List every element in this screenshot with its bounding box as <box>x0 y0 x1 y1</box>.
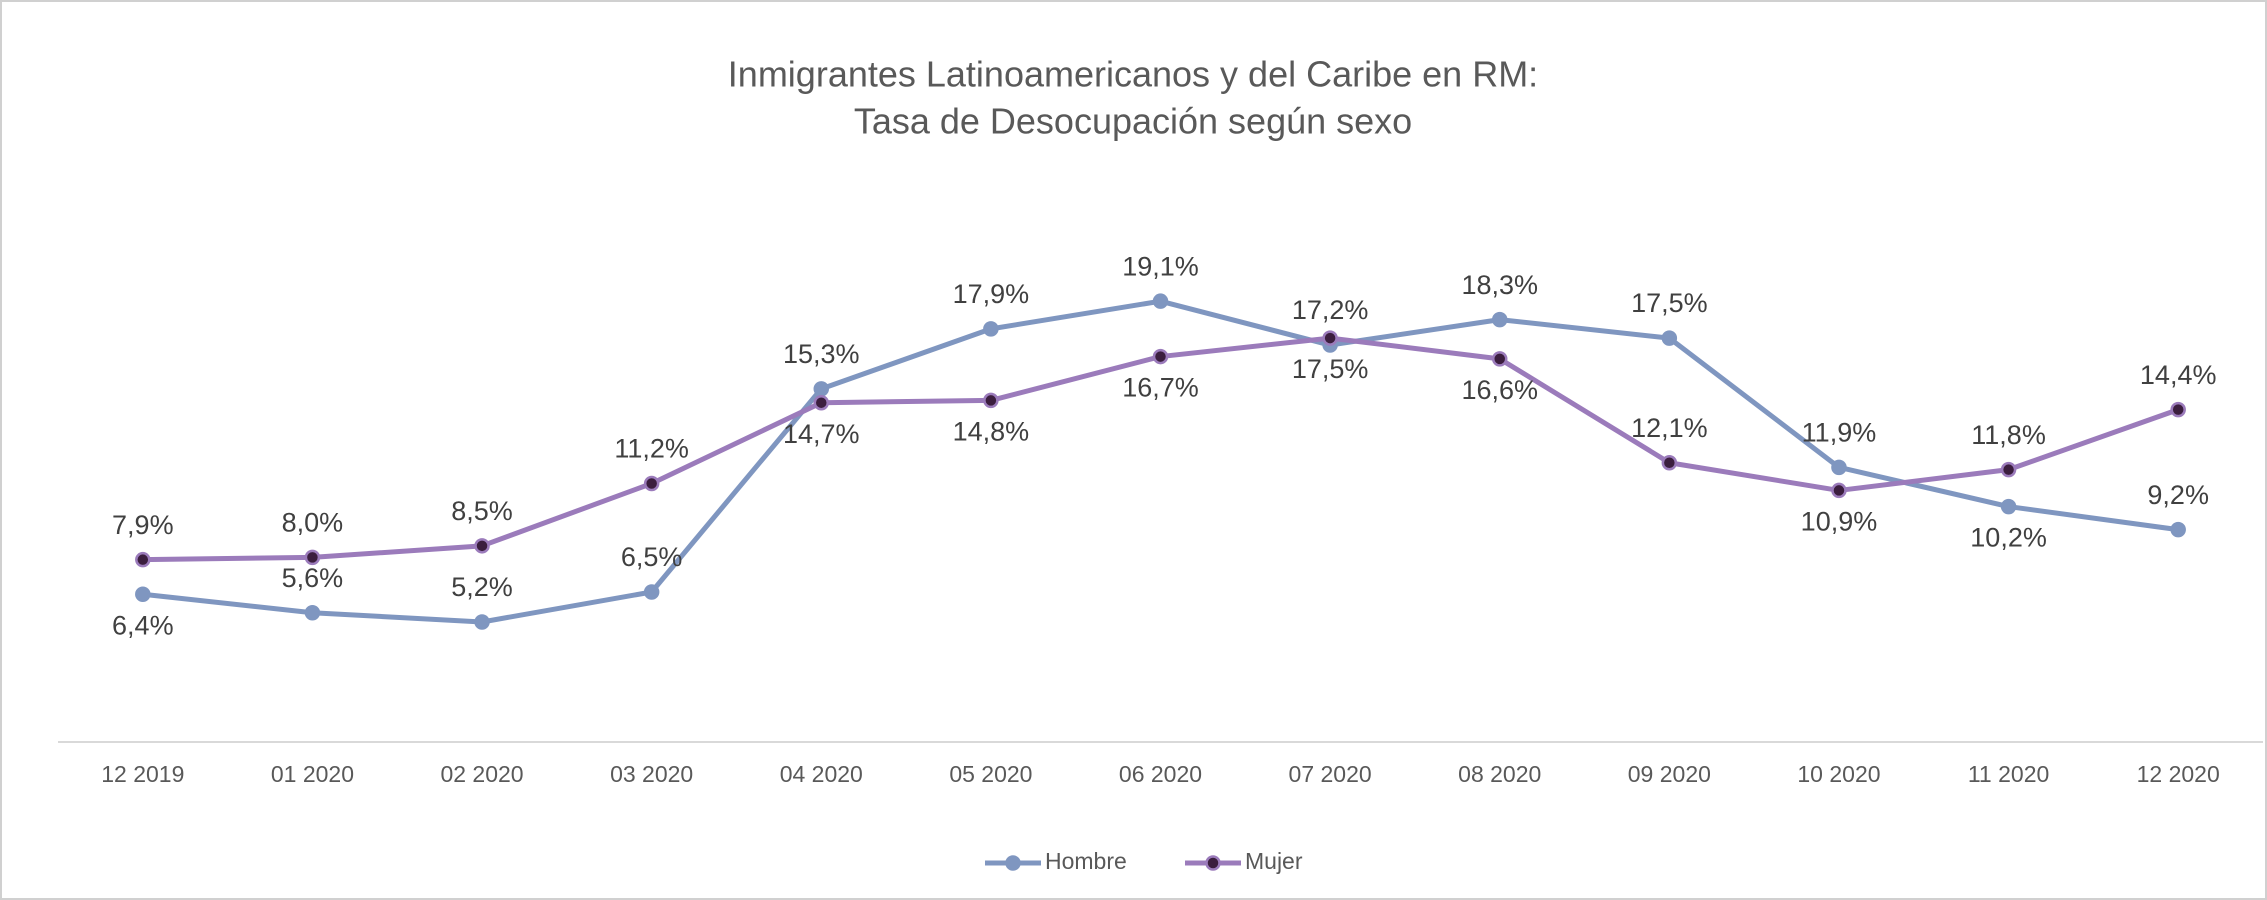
data-label: 10,9% <box>1801 507 1878 537</box>
x-tick-label: 02 2020 <box>440 761 523 787</box>
point <box>983 392 999 409</box>
data-label: 7,9% <box>112 510 174 540</box>
data-label: 5,6% <box>282 563 344 593</box>
point <box>1661 454 1678 471</box>
point <box>643 584 660 600</box>
data-label: 16,7% <box>1122 373 1199 403</box>
point <box>2170 401 2186 418</box>
data-label: 5,2% <box>451 572 513 602</box>
chart-title: Inmigrantes Latinoamericanos y del Carib… <box>728 54 1538 95</box>
point <box>983 321 999 337</box>
point <box>1322 330 1338 346</box>
x-tick-label: 05 2020 <box>949 761 1032 787</box>
data-label: 11,8% <box>1971 420 2046 450</box>
x-tick-label: 06 2020 <box>1119 761 1202 787</box>
data-label: 6,5% <box>621 542 683 572</box>
data-label: 17,5% <box>1292 354 1369 384</box>
legend-marker <box>1005 855 1021 871</box>
x-tick-label: 12 2020 <box>2137 761 2220 787</box>
point <box>813 394 830 411</box>
x-tick-label: 07 2020 <box>1289 761 1372 787</box>
x-tick-label: 09 2020 <box>1628 761 1711 787</box>
legend-label: Hombre <box>1045 848 1127 874</box>
legend-label: Mujer <box>1245 848 1303 874</box>
data-label: 18,3% <box>1461 270 1538 300</box>
data-label: 19,1% <box>1122 251 1199 281</box>
point <box>135 551 151 568</box>
x-tick-label: 12 2019 <box>101 761 184 787</box>
point <box>304 549 321 566</box>
point <box>813 381 830 397</box>
point <box>2000 461 2017 478</box>
point <box>1661 330 1678 346</box>
x-tick-label: 10 2020 <box>1797 761 1880 787</box>
data-label: 14,7% <box>783 419 860 449</box>
point <box>2000 498 2017 515</box>
point <box>135 586 151 603</box>
point <box>304 605 321 621</box>
data-label: 8,5% <box>451 496 513 526</box>
data-label: 14,8% <box>953 417 1030 447</box>
data-label: 15,3% <box>783 339 860 369</box>
chart-subtitle: Tasa de Desocupación según sexo <box>854 101 1412 142</box>
point <box>1831 459 1847 476</box>
point <box>1152 293 1169 309</box>
data-label: 11,2% <box>614 434 689 464</box>
x-tick-label: 01 2020 <box>271 761 354 787</box>
point <box>1491 351 1508 367</box>
data-label: 17,9% <box>953 279 1030 309</box>
point <box>474 538 490 554</box>
point <box>474 614 490 630</box>
data-label: 6,4% <box>112 610 174 640</box>
point <box>1491 311 1508 328</box>
point <box>2170 521 2186 538</box>
point <box>1152 348 1169 365</box>
data-label: 12,1% <box>1631 413 1708 443</box>
data-label: 8,0% <box>282 507 344 537</box>
data-label: 17,2% <box>1292 295 1369 325</box>
data-label: 9,2% <box>2147 480 2209 510</box>
point <box>1831 482 1847 499</box>
x-tick-label: 03 2020 <box>610 761 693 787</box>
data-label: 17,5% <box>1631 288 1708 318</box>
point <box>643 475 660 492</box>
data-label: 10,2% <box>1970 523 2047 553</box>
x-tick-label: 08 2020 <box>1458 761 1541 787</box>
data-label: 14,4% <box>2140 360 2217 390</box>
legend-marker <box>1205 855 1221 871</box>
data-label: 16,6% <box>1461 375 1538 405</box>
x-tick-label: 11 2020 <box>1968 761 2049 787</box>
x-tick-label: 04 2020 <box>780 761 863 787</box>
data-label: 11,9% <box>1802 417 1877 447</box>
